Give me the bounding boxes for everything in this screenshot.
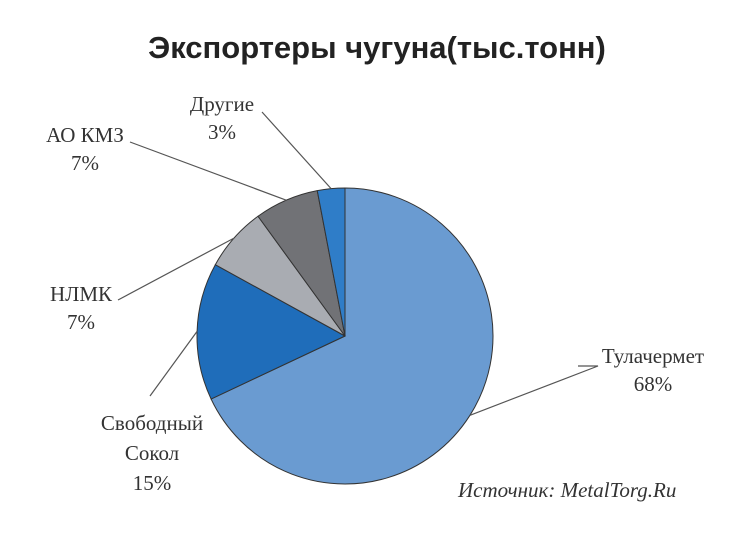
- source-note: Источник: MetalTorg.Ru: [458, 478, 677, 502]
- pie-slice-svobodny-sokol: [196, 264, 347, 400]
- leader-line-drugie: [261, 111, 332, 190]
- leader-line-nlmk: [117, 237, 235, 301]
- pie-slice-tulachermet: [210, 187, 494, 485]
- slice-value-nlmk: 7%: [67, 310, 95, 334]
- chart-title: Экспортеры чугуна(тыс.тонн): [148, 30, 606, 65]
- slice-label-drugie: Другие 3%: [172, 90, 272, 146]
- slice-value-ao-kmz: 7%: [71, 151, 99, 175]
- slice-label-ao-kmz: АО КМЗ 7%: [30, 121, 140, 177]
- slice-name-ao-kmz: АО КМЗ: [46, 123, 124, 147]
- slice-name-tulachermet: Тулачермет: [601, 344, 705, 368]
- slice-name-drugie: Другие: [189, 92, 255, 116]
- slice-label-tulachermet: Тулачермет 68%: [578, 342, 728, 398]
- slice-name-nlmk: НЛМК: [49, 282, 113, 306]
- slice-label-nlmk: НЛМК 7%: [36, 280, 126, 336]
- leader-line-ao-kmz: [129, 141, 287, 201]
- leader-line-tulachermet: [469, 365, 599, 416]
- leader-line-svobodny-sokol: [149, 330, 198, 397]
- slice-value-tulachermet: 68%: [633, 372, 673, 396]
- slice-value-svobodny-sokol: 15%: [132, 471, 172, 495]
- slice-name-svobodny-line2: Сокол: [124, 441, 180, 465]
- slice-label-svobodny-sokol: Свободный Сокол 15%: [82, 408, 222, 498]
- slice-name-svobodny-line1: Свободный: [100, 411, 204, 435]
- slice-value-drugie: 3%: [208, 120, 236, 144]
